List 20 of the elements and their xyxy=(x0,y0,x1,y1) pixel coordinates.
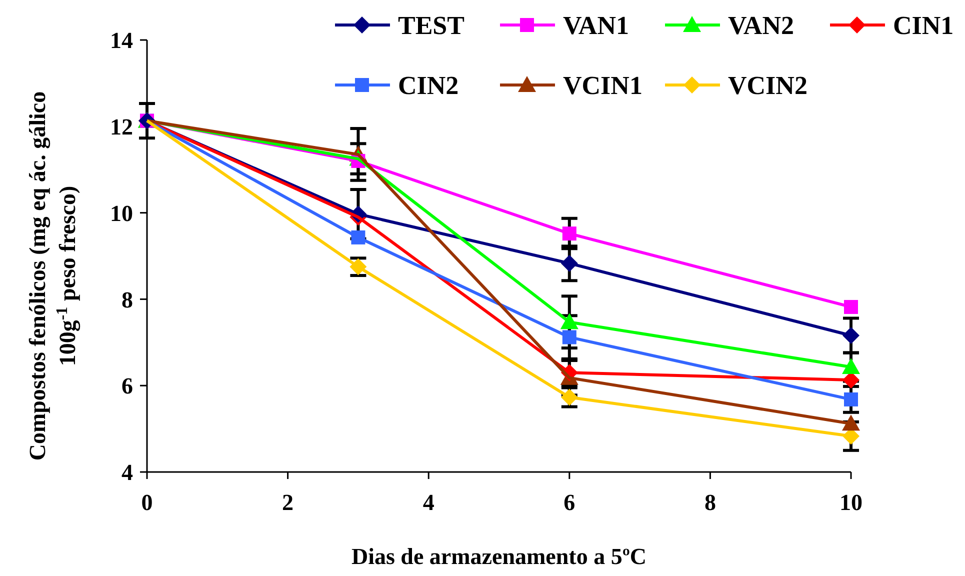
legend-label: VCIN1 xyxy=(563,71,642,100)
y-tick-label: 12 xyxy=(110,114,133,140)
x-tick-label: 0 xyxy=(141,490,153,515)
y-tick-label: 14 xyxy=(110,28,134,54)
legend-label: CIN2 xyxy=(398,71,459,100)
legend-label: VCIN2 xyxy=(728,71,808,100)
legend-label: TEST xyxy=(398,11,464,40)
y-tick-label: 6 xyxy=(122,374,133,399)
x-tick-label: 6 xyxy=(564,490,576,515)
x-tick-label: 8 xyxy=(704,490,716,515)
x-tick-label: 10 xyxy=(840,490,862,515)
y-tick-label: 10 xyxy=(110,200,133,226)
y-tick-label: 8 xyxy=(122,287,133,312)
legend-label: VAN1 xyxy=(563,11,629,40)
x-tick-label: 4 xyxy=(422,490,435,515)
x-axis-title: Dias de armazenamento a 5ºC xyxy=(351,544,647,569)
legend-label: CIN1 xyxy=(893,11,954,40)
legend-label: VAN2 xyxy=(728,11,794,40)
y-tick-label: 4 xyxy=(122,460,134,486)
x-tick-label: 2 xyxy=(282,490,294,515)
